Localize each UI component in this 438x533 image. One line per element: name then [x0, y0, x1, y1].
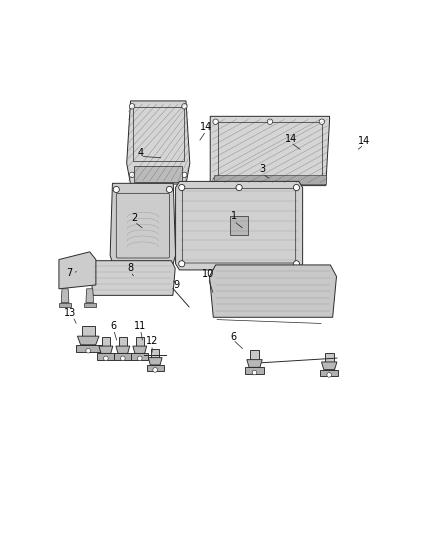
Text: 9: 9: [174, 280, 180, 290]
Text: 11: 11: [134, 321, 147, 331]
Polygon shape: [102, 337, 110, 353]
Circle shape: [179, 261, 185, 267]
Circle shape: [120, 356, 125, 361]
Text: 6: 6: [110, 321, 117, 331]
Polygon shape: [250, 350, 259, 367]
Polygon shape: [99, 346, 113, 353]
Circle shape: [252, 370, 257, 375]
Polygon shape: [148, 358, 162, 365]
Polygon shape: [78, 336, 99, 345]
Polygon shape: [59, 252, 96, 289]
Circle shape: [327, 373, 332, 377]
Polygon shape: [116, 346, 130, 353]
Polygon shape: [110, 183, 176, 268]
Circle shape: [213, 177, 218, 183]
Text: 2: 2: [131, 213, 138, 223]
FancyBboxPatch shape: [230, 216, 248, 235]
Polygon shape: [91, 261, 175, 295]
Circle shape: [129, 172, 135, 177]
Polygon shape: [321, 362, 337, 370]
FancyBboxPatch shape: [245, 367, 264, 374]
Text: 7: 7: [66, 269, 72, 278]
Circle shape: [129, 103, 135, 109]
Circle shape: [293, 184, 300, 191]
Circle shape: [153, 368, 158, 372]
Text: 13: 13: [64, 308, 76, 318]
Polygon shape: [136, 337, 144, 353]
Circle shape: [182, 172, 187, 177]
FancyBboxPatch shape: [59, 303, 71, 308]
Polygon shape: [247, 360, 262, 367]
Polygon shape: [61, 289, 69, 303]
Circle shape: [103, 356, 108, 361]
Circle shape: [138, 356, 142, 361]
Text: 14: 14: [358, 136, 370, 146]
Text: 8: 8: [127, 263, 134, 273]
Circle shape: [213, 119, 218, 124]
Circle shape: [113, 187, 120, 192]
FancyBboxPatch shape: [76, 345, 100, 352]
FancyBboxPatch shape: [134, 166, 182, 182]
Circle shape: [182, 103, 187, 109]
Circle shape: [86, 349, 91, 353]
Text: 6: 6: [230, 332, 236, 342]
FancyBboxPatch shape: [114, 353, 131, 360]
Text: 14: 14: [285, 134, 297, 144]
FancyBboxPatch shape: [84, 303, 96, 308]
Circle shape: [179, 184, 185, 191]
Polygon shape: [325, 353, 334, 370]
Polygon shape: [127, 101, 190, 184]
Text: 12: 12: [146, 336, 158, 346]
FancyBboxPatch shape: [214, 175, 326, 183]
Text: 1: 1: [231, 212, 237, 221]
Polygon shape: [151, 349, 159, 365]
Polygon shape: [210, 116, 329, 185]
Polygon shape: [176, 181, 303, 270]
Polygon shape: [82, 326, 95, 345]
Polygon shape: [209, 265, 336, 317]
Polygon shape: [86, 289, 94, 303]
Polygon shape: [133, 346, 147, 353]
Circle shape: [293, 261, 300, 267]
Text: 10: 10: [202, 269, 215, 279]
FancyBboxPatch shape: [147, 365, 164, 372]
FancyBboxPatch shape: [97, 353, 114, 360]
FancyBboxPatch shape: [131, 353, 148, 360]
Circle shape: [319, 177, 325, 183]
Circle shape: [166, 187, 173, 192]
Circle shape: [267, 119, 272, 124]
Circle shape: [236, 184, 242, 191]
FancyBboxPatch shape: [320, 370, 339, 376]
Text: 4: 4: [138, 148, 144, 158]
Text: 14: 14: [200, 122, 212, 132]
Polygon shape: [119, 337, 127, 353]
Circle shape: [319, 119, 325, 124]
Text: 3: 3: [259, 165, 265, 174]
